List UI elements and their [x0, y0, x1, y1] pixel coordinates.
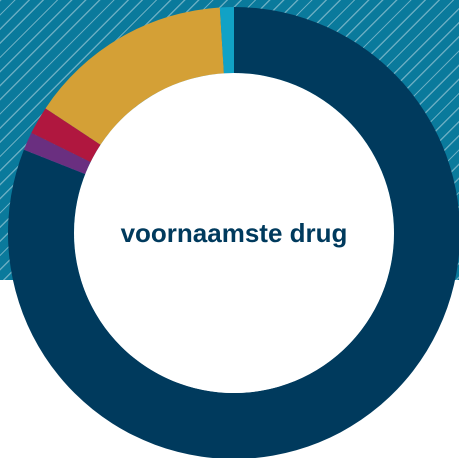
donut-slice-5: [219, 7, 234, 74]
donut-slice-4: [45, 7, 224, 145]
donut-slices: [8, 7, 459, 458]
donut-hole: [74, 73, 394, 393]
donut-slice-2: [23, 132, 91, 175]
donut-slice-3: [31, 108, 101, 163]
center-label: voornaamste drug: [121, 218, 348, 248]
